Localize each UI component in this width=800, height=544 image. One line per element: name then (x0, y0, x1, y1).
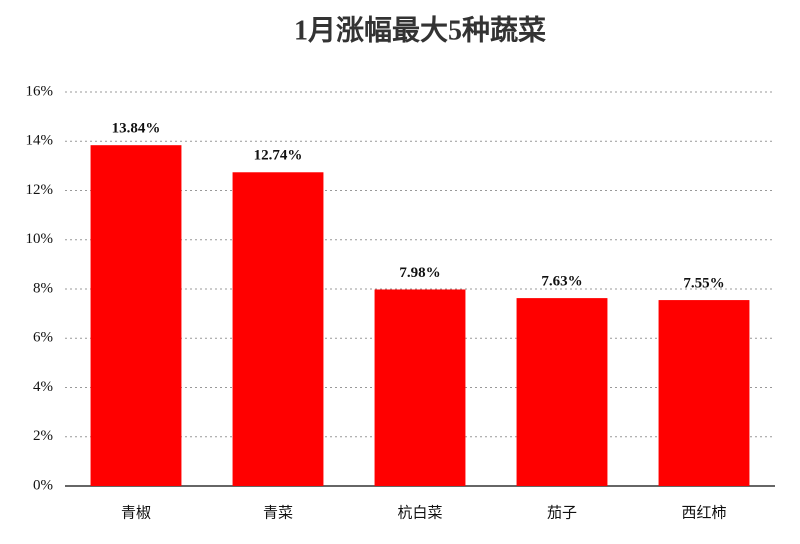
x-tick-label: 西红柿 (681, 503, 726, 521)
bar (232, 172, 324, 486)
x-tick-label: 青菜 (263, 504, 293, 521)
y-tick-label: 14% (26, 133, 54, 149)
y-tick-label: 12% (26, 182, 54, 198)
value-label: 7.55% (683, 276, 724, 292)
value-label: 13.84% (112, 121, 161, 137)
chart-title: 1月涨幅最大5种蔬菜 (294, 14, 546, 46)
x-tick-label: 茄子 (547, 504, 577, 521)
value-label: 12.74% (254, 148, 303, 164)
x-tick-label: 青椒 (121, 504, 151, 521)
bar (516, 298, 608, 486)
x-tick-label: 杭白菜 (397, 504, 442, 521)
value-label: 7.63% (541, 274, 582, 290)
y-tick-label: 0% (33, 477, 53, 493)
y-tick-label: 10% (26, 231, 54, 247)
y-tick-label: 8% (33, 280, 53, 296)
bar (658, 300, 750, 486)
y-tick-label: 6% (33, 330, 53, 346)
value-label: 7.98% (399, 265, 440, 281)
bar (90, 145, 182, 486)
bar (374, 289, 466, 486)
y-tick-label: 4% (33, 379, 53, 395)
y-tick-label: 2% (33, 428, 53, 444)
y-tick-label: 16% (26, 83, 54, 99)
